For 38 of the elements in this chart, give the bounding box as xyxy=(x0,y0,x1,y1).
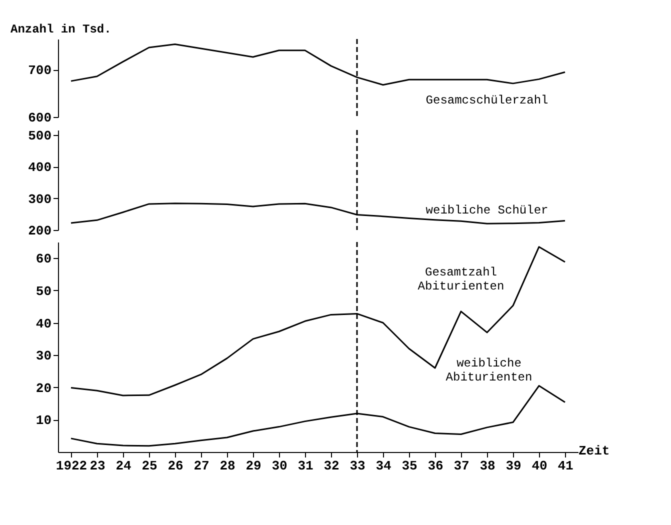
y-tick-label: 700 xyxy=(28,63,52,78)
x-tick-label: 39 xyxy=(506,458,522,474)
x-tick-label: 41 xyxy=(558,458,574,474)
x-tick-label: 34 xyxy=(376,458,392,474)
x-tick-label: 25 xyxy=(142,458,158,474)
series-label: Gesamtzahl Abiturienten xyxy=(418,265,504,294)
x-tick-label: 1922 xyxy=(56,458,88,474)
series-label: weibliche Schüler xyxy=(426,204,548,218)
y-tick-label: 40 xyxy=(36,316,52,332)
y-tick-label: 400 xyxy=(28,160,52,176)
x-axis-title: Zeit xyxy=(578,444,610,458)
series-label: weibliche Abiturienten xyxy=(446,356,532,384)
y-tick-label: 500 xyxy=(28,128,52,144)
x-tick-label: 40 xyxy=(532,458,548,474)
x-tick-label: 33 xyxy=(350,458,366,474)
x-tick-label: 31 xyxy=(298,458,314,474)
y-tick-label: 10 xyxy=(36,413,52,428)
x-tick-label: 36 xyxy=(428,458,444,474)
x-tick-label: 37 xyxy=(454,458,470,474)
x-tick-label: 24 xyxy=(116,458,132,474)
x-tick-label: 38 xyxy=(480,458,496,474)
x-tick-label: 27 xyxy=(194,458,210,474)
y-tick-label: 300 xyxy=(28,192,52,207)
series-label: Gesamcschülerzahl xyxy=(426,94,548,108)
x-tick-label: 28 xyxy=(220,458,236,474)
y-tick-label: 60 xyxy=(36,252,52,267)
y-axis-title: Anzahl in Tsd. xyxy=(10,22,112,36)
y-tick-label: 30 xyxy=(36,348,52,364)
x-tick-label: 29 xyxy=(246,458,262,474)
x-tick-label: 30 xyxy=(272,458,288,474)
y-tick-label: 600 xyxy=(28,110,52,126)
y-tick-label: 200 xyxy=(28,224,52,238)
y-tick-label: 20 xyxy=(36,380,52,396)
x-tick-label: 35 xyxy=(402,458,418,474)
x-tick-label: 23 xyxy=(90,458,106,474)
y-tick-label: 50 xyxy=(36,284,52,299)
x-tick-label: 32 xyxy=(324,458,340,474)
x-tick-label: 26 xyxy=(168,458,184,474)
